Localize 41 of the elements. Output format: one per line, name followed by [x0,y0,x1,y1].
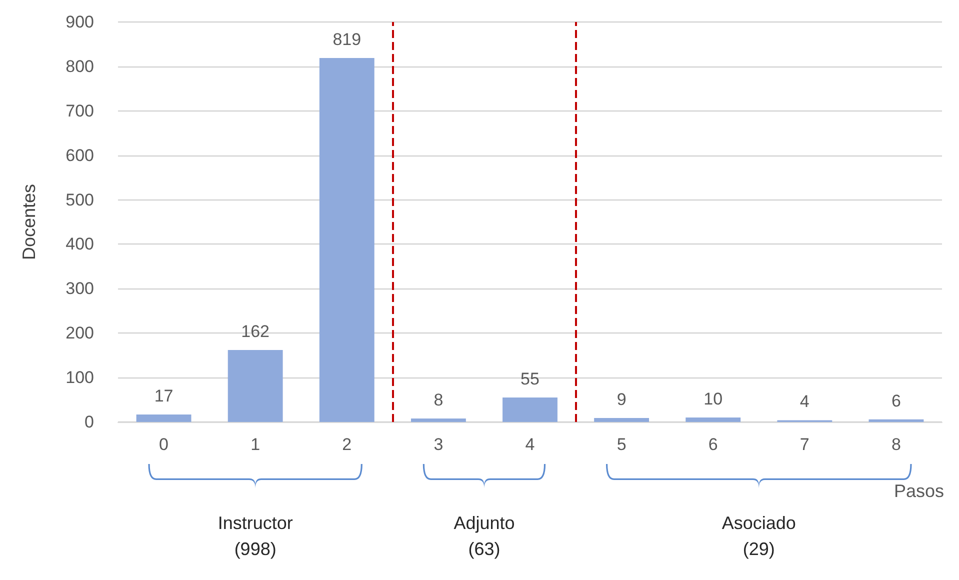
bar [502,398,558,422]
bar [686,418,741,422]
x-tick-label: 4 [525,435,535,454]
bar [319,58,374,422]
data-label: 4 [800,392,810,412]
y-axis-title: Docentes [19,184,39,260]
bar [594,418,650,422]
data-label: 162 [241,322,270,341]
data-label: 9 [616,390,626,409]
data-label: 819 [332,30,362,49]
bar [410,418,466,422]
data-label: 10 [704,390,723,409]
bar [136,414,192,422]
x-tick-label: 0 [159,435,169,454]
bar [228,350,283,422]
y-tick-label: 0 [84,412,94,432]
y-tick-label: 400 [66,234,94,254]
x-tick-label: 3 [434,435,444,454]
data-label: 8 [434,390,444,410]
data-label: 55 [520,370,540,389]
bar [868,419,924,422]
data-label: 6 [891,391,901,410]
x-tick-label: 2 [342,435,352,454]
x-tick-label: 8 [891,435,901,454]
y-tick-label: 100 [66,368,94,388]
x-axis-title: Pasos [894,480,944,503]
text: Instructor (998) [218,512,293,561]
y-tick-label: 300 [66,279,94,298]
x-tick-label: 5 [616,435,626,454]
text: Adjunto (63) [454,512,515,561]
x-tick-label: 7 [800,435,810,454]
y-tick-label: 600 [66,146,94,165]
data-label: 17 [154,386,174,406]
y-tick-label: 700 [66,101,94,120]
y-tick-label: 200 [66,324,94,343]
x-tick-label: 1 [250,435,260,454]
y-tick-label: 900 [66,12,94,32]
text: Asociado (29) [722,512,796,561]
x-tick-label: 6 [708,435,718,454]
y-tick-label: 500 [66,190,94,210]
y-tick-label: 800 [66,56,94,76]
